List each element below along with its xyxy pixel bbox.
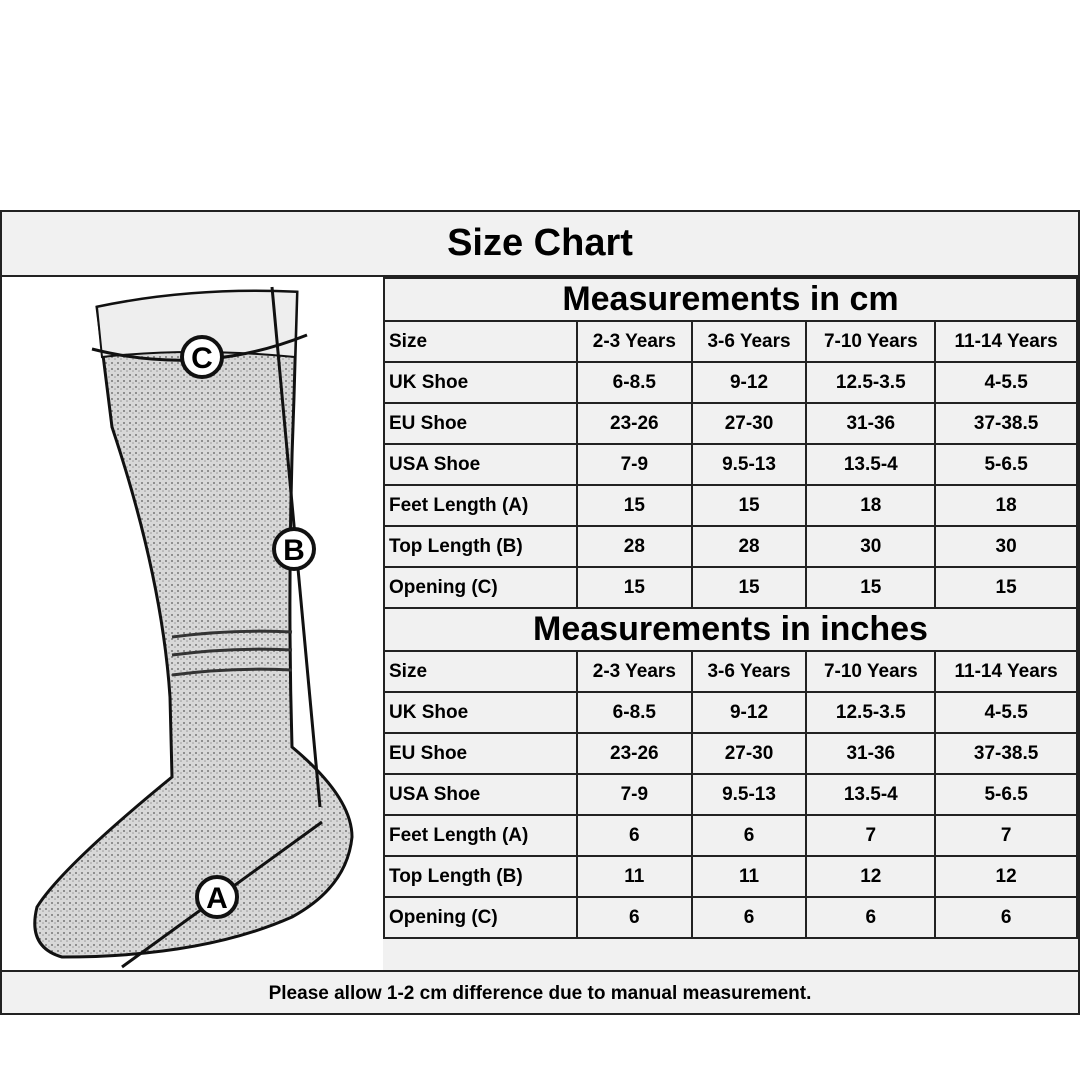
- footer-note: Please allow 1-2 cm difference due to ma…: [2, 970, 1078, 1015]
- cell-value: 9.5-13: [690, 773, 808, 816]
- size-chart: Size Chart C B: [0, 210, 1080, 1015]
- row-label: Top Length (B): [383, 855, 578, 898]
- table-row: EU Shoe 23-26 27-30 31-36 37-38.5: [383, 402, 1078, 445]
- cell-value: 9.5-13: [690, 443, 808, 486]
- cell-value: 15: [934, 566, 1078, 609]
- svg-text:C: C: [191, 342, 213, 375]
- cell-value: 27-30: [690, 402, 808, 445]
- cell-value: 23-26: [576, 732, 693, 775]
- row-label: EU Shoe: [383, 732, 578, 775]
- cell-value: 30: [805, 525, 937, 568]
- column-header: 2-3 Years: [576, 320, 693, 363]
- row-label: UK Shoe: [383, 691, 578, 734]
- cell-value: 4-5.5: [934, 691, 1078, 734]
- row-label: UK Shoe: [383, 361, 578, 404]
- row-label: Top Length (B): [383, 525, 578, 568]
- row-label: USA Shoe: [383, 773, 578, 816]
- cell-value: 6: [934, 896, 1078, 939]
- table-row: Opening (C) 6 6 6 6: [383, 896, 1078, 939]
- cell-value: 6: [690, 896, 808, 939]
- cell-value: 15: [576, 566, 693, 609]
- row-label: Feet Length (A): [383, 814, 578, 857]
- section-heading: Measurements in inches: [383, 607, 1078, 652]
- cell-value: 12: [805, 855, 937, 898]
- header-row: Size 2-3 Years 3-6 Years 7-10 Years 11-14 Ye…: [383, 320, 1078, 363]
- cell-value: 9-12: [690, 361, 808, 404]
- cell-value: 13.5-4: [805, 773, 937, 816]
- marker-b: B: [272, 527, 316, 571]
- column-header: Size: [383, 320, 578, 363]
- cell-value: 6: [576, 814, 693, 857]
- sock-illustration: C B A: [2, 277, 383, 970]
- size-table: Measurements in cm Size 2-3 Years 3-6 Years…: [383, 277, 1078, 939]
- cell-value: 4-5.5: [934, 361, 1078, 404]
- column-header: 2-3 Years: [576, 650, 693, 693]
- table-row: Feet Length (A) 6 6 7 7: [383, 814, 1078, 857]
- cell-value: 7-9: [576, 773, 693, 816]
- cell-value: 37-38.5: [934, 732, 1078, 775]
- cell-value: 5-6.5: [934, 773, 1078, 816]
- column-header: 11-14 Years: [934, 650, 1078, 693]
- cell-value: 9-12: [690, 691, 808, 734]
- cell-value: 37-38.5: [934, 402, 1078, 445]
- column-header: 7-10 Years: [805, 320, 937, 363]
- cell-value: 28: [576, 525, 693, 568]
- cell-value: 13.5-4: [805, 443, 937, 486]
- row-label: Feet Length (A): [383, 484, 578, 527]
- cell-value: 12.5-3.5: [805, 691, 937, 734]
- cell-value: 15: [690, 484, 808, 527]
- cell-value: 7: [934, 814, 1078, 857]
- table-row: Top Length (B) 11 11 12 12: [383, 855, 1078, 898]
- section-heading: Measurements in cm: [383, 277, 1078, 322]
- svg-text:A: A: [206, 882, 228, 915]
- cell-value: 11: [576, 855, 693, 898]
- table-row: UK Shoe 6-8.5 9-12 12.5-3.5 4-5.5: [383, 691, 1078, 734]
- column-header: 7-10 Years: [805, 650, 937, 693]
- table-row: Feet Length (A) 15 15 18 18: [383, 484, 1078, 527]
- column-header: 11-14 Years: [934, 320, 1078, 363]
- sock-shape: [33, 289, 354, 959]
- cell-value: 7-9: [576, 443, 693, 486]
- table-row: UK Shoe 6-8.5 9-12 12.5-3.5 4-5.5: [383, 361, 1078, 404]
- cell-value: 12: [934, 855, 1078, 898]
- cell-value: 23-26: [576, 402, 693, 445]
- table-row: Opening (C) 15 15 15 15: [383, 566, 1078, 609]
- cell-value: 6-8.5: [576, 361, 693, 404]
- cell-value: 15: [805, 566, 937, 609]
- cell-value: 30: [934, 525, 1078, 568]
- column-header: 3-6 Years: [690, 320, 808, 363]
- marker-a: A: [195, 875, 239, 919]
- cell-value: 31-36: [805, 402, 937, 445]
- cell-value: 18: [805, 484, 937, 527]
- table-row: USA Shoe 7-9 9.5-13 13.5-4 5-6.5: [383, 443, 1078, 486]
- cell-value: 7: [805, 814, 937, 857]
- svg-text:B: B: [283, 534, 305, 567]
- row-label: Opening (C): [383, 896, 578, 939]
- cell-value: 6: [690, 814, 808, 857]
- cell-value: 5-6.5: [934, 443, 1078, 486]
- cell-value: 6-8.5: [576, 691, 693, 734]
- column-header: Size: [383, 650, 578, 693]
- cell-value: 11: [690, 855, 808, 898]
- cell-value: 18: [934, 484, 1078, 527]
- cell-value: 28: [690, 525, 808, 568]
- cell-value: 12.5-3.5: [805, 361, 937, 404]
- cell-value: 15: [690, 566, 808, 609]
- cell-value: 31-36: [805, 732, 937, 775]
- cell-value: 27-30: [690, 732, 808, 775]
- row-label: USA Shoe: [383, 443, 578, 486]
- cell-value: 6: [805, 896, 937, 939]
- row-label: Opening (C): [383, 566, 578, 609]
- table-row: EU Shoe 23-26 27-30 31-36 37-38.5: [383, 732, 1078, 775]
- cell-value: 15: [576, 484, 693, 527]
- table-row: USA Shoe 7-9 9.5-13 13.5-4 5-6.5: [383, 773, 1078, 816]
- chart-title: Size Chart: [2, 212, 1078, 277]
- column-header: 3-6 Years: [690, 650, 808, 693]
- row-label: EU Shoe: [383, 402, 578, 445]
- header-row: Size 2-3 Years 3-6 Years 7-10 Years 11-14 Ye…: [383, 650, 1078, 693]
- marker-c: C: [180, 335, 224, 379]
- cell-value: 6: [576, 896, 693, 939]
- table-row: Top Length (B) 28 28 30 30: [383, 525, 1078, 568]
